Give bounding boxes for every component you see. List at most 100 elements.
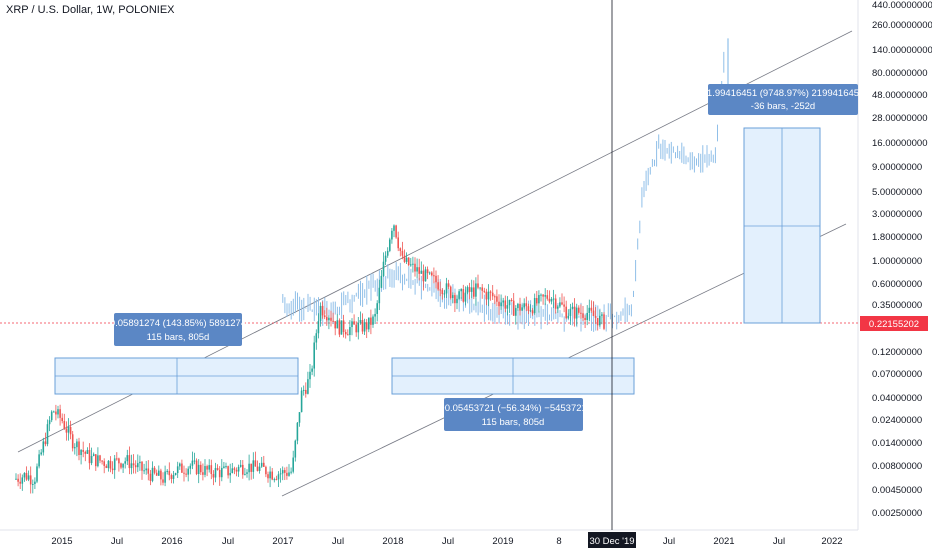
- candle-body: [137, 463, 139, 468]
- candle-body: [422, 270, 425, 282]
- candle-body: [515, 308, 517, 316]
- candle-body: [386, 250, 389, 256]
- candle-body: [361, 320, 364, 332]
- candle-body: [149, 473, 152, 481]
- candle-body: [531, 310, 534, 314]
- candle-body: [223, 466, 225, 468]
- candle-body: [563, 304, 565, 307]
- candle-body: [143, 470, 145, 472]
- time-tick-label: Jul: [442, 536, 454, 547]
- candle-body: [473, 287, 475, 297]
- candle-body: [263, 462, 265, 467]
- candle-body: [248, 463, 250, 473]
- candle-body: [305, 389, 307, 394]
- candle-body: [347, 334, 349, 336]
- candle-body: [351, 321, 353, 328]
- candle-body: [275, 479, 278, 481]
- candle-body: [374, 313, 376, 317]
- candle-body: [273, 479, 276, 481]
- candle-body: [298, 412, 301, 423]
- candle-body: [401, 250, 404, 256]
- candle-body: [590, 307, 593, 311]
- candle-body: [15, 478, 17, 480]
- candle-body: [477, 283, 479, 288]
- candle-body: [103, 461, 105, 466]
- candle-body: [494, 296, 496, 298]
- candle-body: [187, 468, 189, 475]
- candle-body: [44, 441, 47, 445]
- chart-title: XRP / U.S. Dollar, 1W, POLONIEX: [6, 4, 175, 16]
- price-tick-label: 1.00000000: [872, 256, 922, 267]
- candle-body: [389, 239, 391, 251]
- time-tick-label: 2016: [161, 536, 182, 547]
- candle-body: [168, 470, 171, 476]
- candle-body: [428, 272, 431, 274]
- candle-body: [244, 473, 246, 475]
- candle-body: [258, 466, 261, 471]
- candle-body: [601, 314, 603, 316]
- candle-body: [569, 308, 572, 316]
- candle-body: [118, 458, 120, 464]
- price-tick-label: 1.80000000: [872, 232, 922, 243]
- candle-body: [151, 467, 154, 481]
- candle-body: [145, 468, 147, 471]
- price-tick-label: 0.60000000: [872, 279, 922, 290]
- candle-body: [485, 291, 488, 300]
- candle-body: [592, 310, 595, 316]
- candle-body: [179, 463, 181, 467]
- candle-body: [529, 310, 532, 312]
- candle-body: [61, 417, 63, 422]
- candle-body: [328, 317, 330, 321]
- time-tick-label: 2015: [51, 536, 72, 547]
- candle-body: [372, 316, 374, 325]
- candle-body: [483, 290, 486, 292]
- candle-body: [349, 327, 351, 335]
- time-tick-label: 8: [556, 536, 561, 547]
- candle-body: [319, 305, 322, 321]
- candle-body: [481, 287, 483, 291]
- candle-body: [338, 320, 341, 335]
- candle-body: [25, 472, 28, 480]
- candle-body: [559, 302, 561, 307]
- candle-body: [500, 302, 502, 307]
- price-tick-label: 0.35000000: [872, 300, 922, 311]
- candle-body: [55, 411, 57, 415]
- price-tick-label: 0.12000000: [872, 347, 922, 358]
- price-tick-label: 0.04000000: [872, 393, 922, 404]
- candle-body: [359, 320, 362, 323]
- candle-body: [353, 321, 355, 325]
- candle-body: [506, 305, 509, 309]
- time-tick-label: Jul: [663, 536, 675, 547]
- candle-body: [342, 320, 345, 333]
- candle-body: [191, 460, 194, 466]
- price-tick-label: 0.07000000: [872, 369, 922, 380]
- candle-body: [63, 421, 66, 429]
- candle-body: [147, 468, 150, 474]
- candle-body: [521, 307, 523, 311]
- candle-body: [19, 481, 21, 484]
- candle-body: [218, 469, 221, 478]
- candle-body: [225, 466, 227, 468]
- candle-body: [452, 295, 454, 298]
- candle-body: [267, 474, 269, 479]
- candle-body: [256, 466, 259, 471]
- candle-body: [546, 295, 549, 299]
- measure-box-2[interactable]: [391, 357, 635, 395]
- candle-body: [378, 287, 381, 304]
- measure-box-3[interactable]: [743, 127, 821, 324]
- measure-box-1[interactable]: [54, 357, 299, 395]
- time-tick-label: Jul: [222, 536, 234, 547]
- candle-body: [578, 307, 580, 313]
- candle-body: [128, 455, 131, 469]
- candle-body: [208, 465, 210, 470]
- candle-body: [109, 460, 112, 469]
- candle-body: [76, 441, 78, 448]
- candle-body: [424, 269, 427, 282]
- candle-body: [57, 409, 59, 415]
- candle-body: [435, 275, 437, 283]
- measure-label-3-line2: -36 bars, -252d: [751, 101, 815, 112]
- candle-body: [414, 263, 416, 272]
- candle-body: [523, 303, 525, 308]
- candle-body: [376, 303, 378, 314]
